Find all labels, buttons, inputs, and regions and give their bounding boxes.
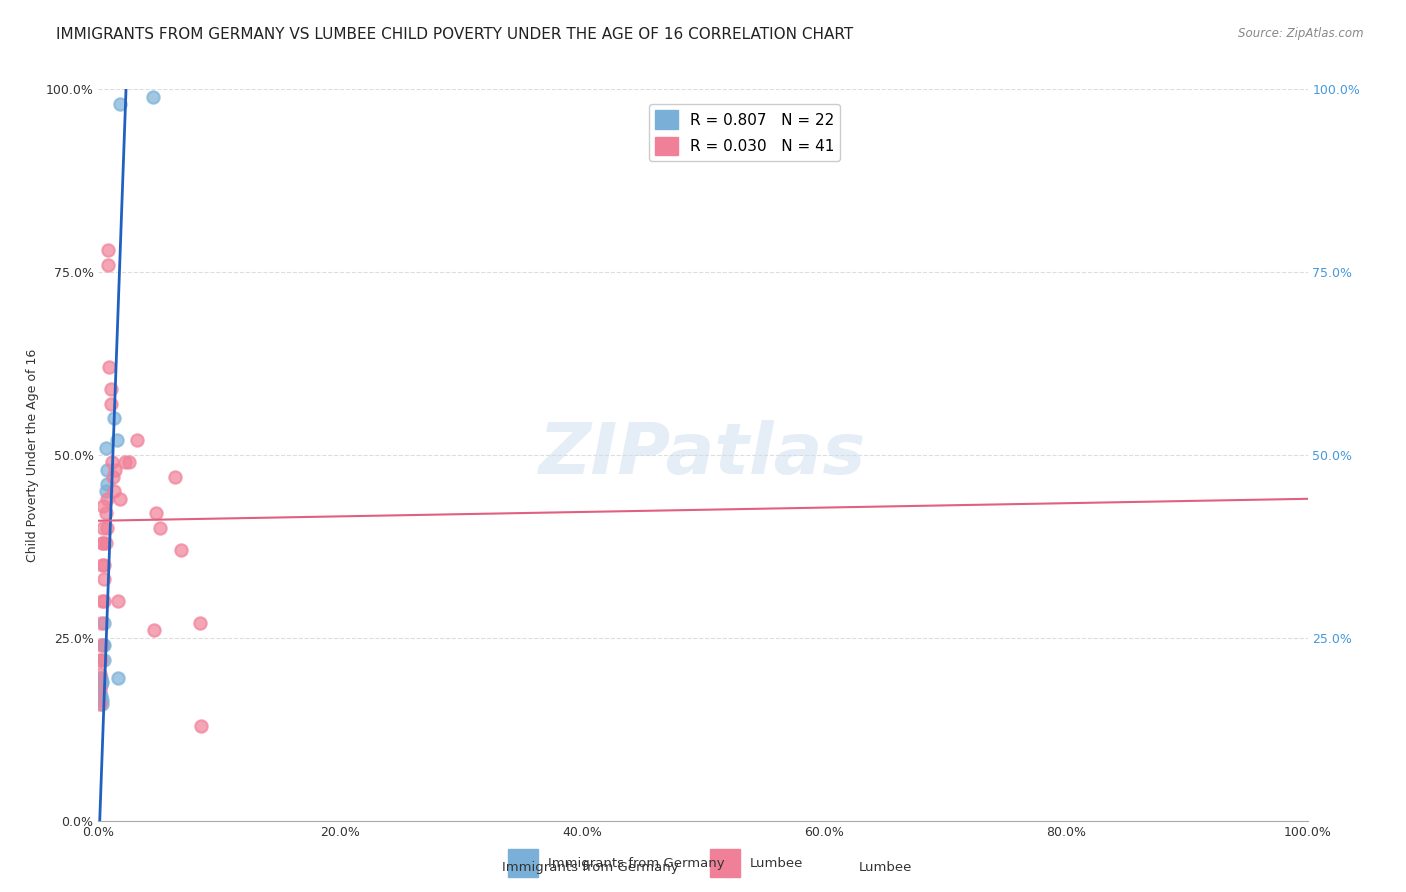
Point — [90, 690, 112, 704]
Point — [101, 470, 124, 484]
Y-axis label: Child Poverty Under the Age of 16: Child Poverty Under the Age of 16 — [25, 348, 39, 562]
Point — [96, 491, 118, 506]
Point — [108, 96, 131, 111]
Point — [89, 686, 111, 700]
Bar — [509, 849, 537, 877]
Text: Immigrants from Germany: Immigrants from Germany — [548, 856, 724, 870]
Point — [96, 477, 118, 491]
Point — [142, 89, 165, 103]
Point — [190, 718, 212, 732]
Point — [163, 470, 186, 484]
Point — [90, 616, 112, 631]
Point — [93, 616, 115, 631]
Point — [114, 455, 136, 469]
Point — [169, 543, 191, 558]
Point — [94, 535, 117, 549]
Point — [93, 558, 115, 572]
Text: ZIPatlas: ZIPatlas — [540, 420, 866, 490]
Point — [91, 535, 114, 549]
Point — [91, 535, 114, 549]
Point — [93, 572, 115, 586]
Point — [90, 674, 112, 689]
Point — [90, 678, 112, 692]
Point — [96, 462, 118, 476]
Point — [104, 462, 127, 476]
Point — [98, 360, 121, 375]
Point — [188, 616, 211, 631]
Point — [93, 638, 115, 652]
Point — [149, 521, 172, 535]
Point — [94, 507, 117, 521]
Point — [94, 484, 117, 499]
Text: Source: ZipAtlas.com: Source: ZipAtlas.com — [1239, 27, 1364, 40]
Point — [89, 671, 111, 685]
Point — [127, 434, 149, 448]
Text: Lumbee: Lumbee — [749, 856, 803, 870]
Point — [94, 441, 117, 455]
Point — [96, 521, 118, 535]
Text: Lumbee: Lumbee — [859, 861, 912, 874]
Text: IMMIGRANTS FROM GERMANY VS LUMBEE CHILD POVERTY UNDER THE AGE OF 16 CORRELATION : IMMIGRANTS FROM GERMANY VS LUMBEE CHILD … — [56, 27, 853, 42]
Point — [108, 491, 131, 506]
Point — [90, 653, 112, 667]
Point — [89, 697, 111, 711]
Point — [90, 638, 112, 652]
Point — [91, 558, 114, 572]
Point — [89, 653, 111, 667]
Point — [91, 693, 114, 707]
Point — [91, 521, 114, 535]
Point — [100, 455, 122, 469]
Point — [100, 382, 122, 396]
Point — [93, 653, 115, 667]
Point — [97, 258, 120, 272]
Point — [91, 638, 114, 652]
Point — [91, 697, 114, 711]
Point — [91, 499, 114, 513]
Point — [100, 397, 122, 411]
Point — [105, 434, 128, 448]
Text: Immigrants from Germany: Immigrants from Germany — [502, 861, 679, 874]
Point — [91, 594, 114, 608]
Point — [143, 624, 166, 638]
Bar — [710, 849, 740, 877]
Point — [90, 671, 112, 685]
Point — [89, 667, 111, 681]
Legend: R = 0.807   N = 22, R = 0.030   N = 41: R = 0.807 N = 22, R = 0.030 N = 41 — [648, 104, 841, 161]
Point — [145, 507, 167, 521]
Point — [97, 243, 120, 257]
Point — [103, 411, 125, 425]
Point — [103, 484, 125, 499]
Point — [93, 594, 115, 608]
Point — [89, 681, 111, 696]
Point — [91, 674, 114, 689]
Point — [107, 594, 129, 608]
Point — [118, 455, 141, 469]
Point — [107, 671, 129, 685]
